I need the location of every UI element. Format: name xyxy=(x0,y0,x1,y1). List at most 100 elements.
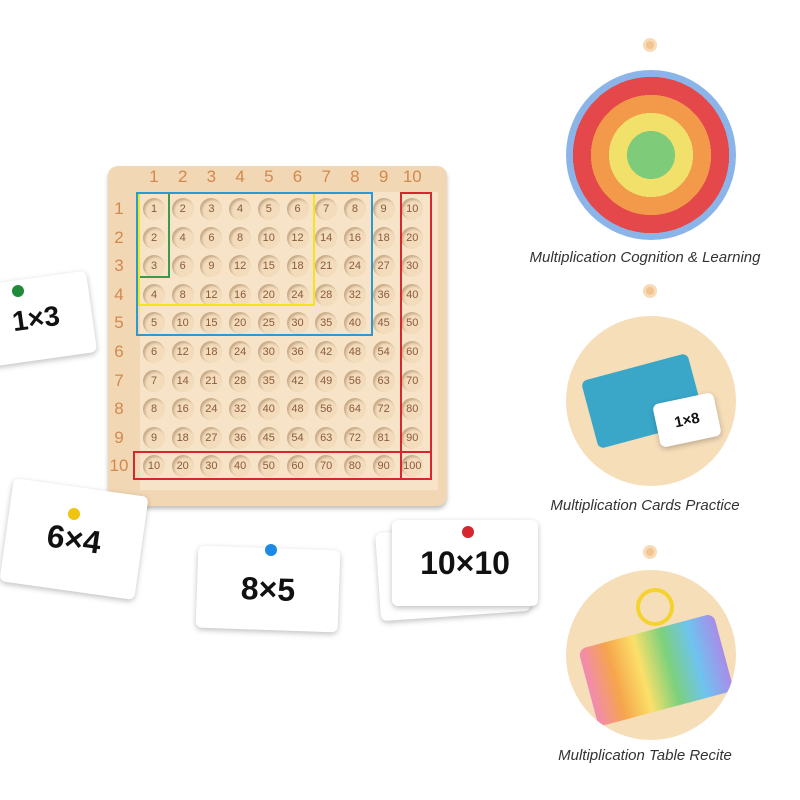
product-slot[interactable]: 35 xyxy=(257,369,280,392)
product-slot[interactable]: 9 xyxy=(372,198,395,220)
product-slot[interactable]: 15 xyxy=(257,255,280,278)
product-slot[interactable]: 28 xyxy=(229,369,252,392)
product-slot[interactable]: 49 xyxy=(315,369,338,392)
product-slot[interactable]: 3 xyxy=(200,198,223,220)
product-slot[interactable]: 36 xyxy=(286,341,309,363)
product-slot[interactable]: 24 xyxy=(286,283,309,306)
product-slot[interactable]: 24 xyxy=(200,398,223,421)
product-slot[interactable]: 21 xyxy=(200,369,223,392)
product-slot[interactable]: 70 xyxy=(401,369,424,392)
product-slot[interactable]: 40 xyxy=(257,398,280,421)
product-slot[interactable]: 42 xyxy=(315,341,338,363)
product-slot[interactable]: 10 xyxy=(171,312,194,335)
product-slot[interactable]: 27 xyxy=(200,426,223,449)
product-slot[interactable]: 90 xyxy=(372,455,395,478)
product-slot[interactable]: 28 xyxy=(315,283,338,306)
product-slot[interactable]: 7 xyxy=(315,198,338,220)
product-slot[interactable]: 20 xyxy=(257,283,280,306)
product-slot[interactable]: 12 xyxy=(229,255,252,278)
product-slot[interactable]: 54 xyxy=(286,426,309,449)
product-slot[interactable]: 35 xyxy=(315,312,338,335)
product-slot[interactable]: 60 xyxy=(401,341,424,363)
product-slot[interactable]: 48 xyxy=(286,398,309,421)
product-slot[interactable]: 8 xyxy=(171,283,194,306)
product-slot[interactable]: 100 xyxy=(401,455,424,478)
product-slot[interactable]: 25 xyxy=(257,312,280,335)
product-slot[interactable]: 5 xyxy=(143,312,165,335)
product-slot[interactable]: 24 xyxy=(343,255,366,278)
product-slot[interactable]: 80 xyxy=(401,398,424,421)
product-slot[interactable]: 24 xyxy=(229,341,252,363)
product-slot[interactable]: 56 xyxy=(343,369,366,392)
product-slot[interactable]: 8 xyxy=(229,226,252,249)
product-slot[interactable]: 80 xyxy=(343,455,366,478)
product-slot[interactable]: 50 xyxy=(257,455,280,478)
product-slot[interactable]: 70 xyxy=(315,455,338,478)
product-slot[interactable]: 30 xyxy=(257,341,280,363)
product-slot[interactable]: 18 xyxy=(372,226,395,249)
product-slot[interactable]: 14 xyxy=(315,226,338,249)
product-slot[interactable]: 5 xyxy=(257,198,280,220)
product-slot[interactable]: 2 xyxy=(171,198,194,220)
product-slot[interactable]: 16 xyxy=(343,226,366,249)
product-slot[interactable]: 10 xyxy=(143,455,165,478)
product-slot[interactable]: 45 xyxy=(372,312,395,335)
product-slot[interactable]: 40 xyxy=(229,455,252,478)
product-slot[interactable]: 81 xyxy=(372,426,395,449)
product-slot[interactable]: 27 xyxy=(372,255,395,278)
product-slot[interactable]: 64 xyxy=(343,398,366,421)
product-slot[interactable]: 10 xyxy=(257,226,280,249)
product-slot[interactable]: 8 xyxy=(143,398,165,421)
product-slot[interactable]: 30 xyxy=(200,455,223,478)
product-slot[interactable]: 7 xyxy=(143,369,165,392)
product-slot[interactable]: 16 xyxy=(229,283,252,306)
product-slot[interactable]: 48 xyxy=(343,341,366,363)
product-slot[interactable]: 56 xyxy=(315,398,338,421)
product-slot[interactable]: 40 xyxy=(343,312,366,335)
product-slot[interactable]: 72 xyxy=(372,398,395,421)
product-slot[interactable]: 72 xyxy=(343,426,366,449)
product-slot[interactable]: 15 xyxy=(200,312,223,335)
product-slot[interactable]: 6 xyxy=(171,255,194,278)
product-slot[interactable]: 8 xyxy=(343,198,366,220)
product-slot[interactable]: 9 xyxy=(143,426,165,449)
product-slot[interactable]: 9 xyxy=(200,255,223,278)
product-slot[interactable]: 3 xyxy=(143,255,165,278)
product-slot[interactable]: 12 xyxy=(286,226,309,249)
product-slot[interactable]: 36 xyxy=(229,426,252,449)
product-slot[interactable]: 20 xyxy=(401,226,424,249)
product-slot[interactable]: 4 xyxy=(171,226,194,249)
product-slot[interactable]: 12 xyxy=(200,283,223,306)
product-slot[interactable]: 32 xyxy=(343,283,366,306)
product-slot[interactable]: 12 xyxy=(171,341,194,363)
product-slot[interactable]: 18 xyxy=(200,341,223,363)
product-slot[interactable]: 16 xyxy=(171,398,194,421)
product-slot[interactable]: 32 xyxy=(229,398,252,421)
product-slot[interactable]: 54 xyxy=(372,341,395,363)
product-slot[interactable]: 20 xyxy=(229,312,252,335)
product-slot[interactable]: 30 xyxy=(286,312,309,335)
flash-card-6x4[interactable]: 6×4 xyxy=(0,478,149,600)
product-slot[interactable]: 63 xyxy=(315,426,338,449)
product-slot[interactable]: 6 xyxy=(286,198,309,220)
product-slot[interactable]: 20 xyxy=(171,455,194,478)
product-slot[interactable]: 1 xyxy=(143,198,165,220)
product-slot[interactable]: 90 xyxy=(401,426,424,449)
product-slot[interactable]: 36 xyxy=(372,283,395,306)
product-slot[interactable]: 6 xyxy=(200,226,223,249)
product-slot[interactable]: 18 xyxy=(171,426,194,449)
product-slot[interactable]: 50 xyxy=(401,312,424,335)
flash-card-8x5[interactable]: 8×5 xyxy=(195,545,341,633)
product-slot[interactable]: 45 xyxy=(257,426,280,449)
product-slot[interactable]: 30 xyxy=(401,255,424,278)
product-slot[interactable]: 6 xyxy=(143,341,165,363)
product-slot[interactable]: 10 xyxy=(401,198,424,220)
product-slot[interactable]: 2 xyxy=(143,226,165,249)
product-slot[interactable]: 4 xyxy=(229,198,252,220)
product-slot[interactable]: 40 xyxy=(401,283,424,306)
product-slot[interactable]: 63 xyxy=(372,369,395,392)
product-slot[interactable]: 18 xyxy=(286,255,309,278)
product-slot[interactable]: 4 xyxy=(143,283,165,306)
product-slot[interactable]: 42 xyxy=(286,369,309,392)
product-slot[interactable]: 14 xyxy=(171,369,194,392)
